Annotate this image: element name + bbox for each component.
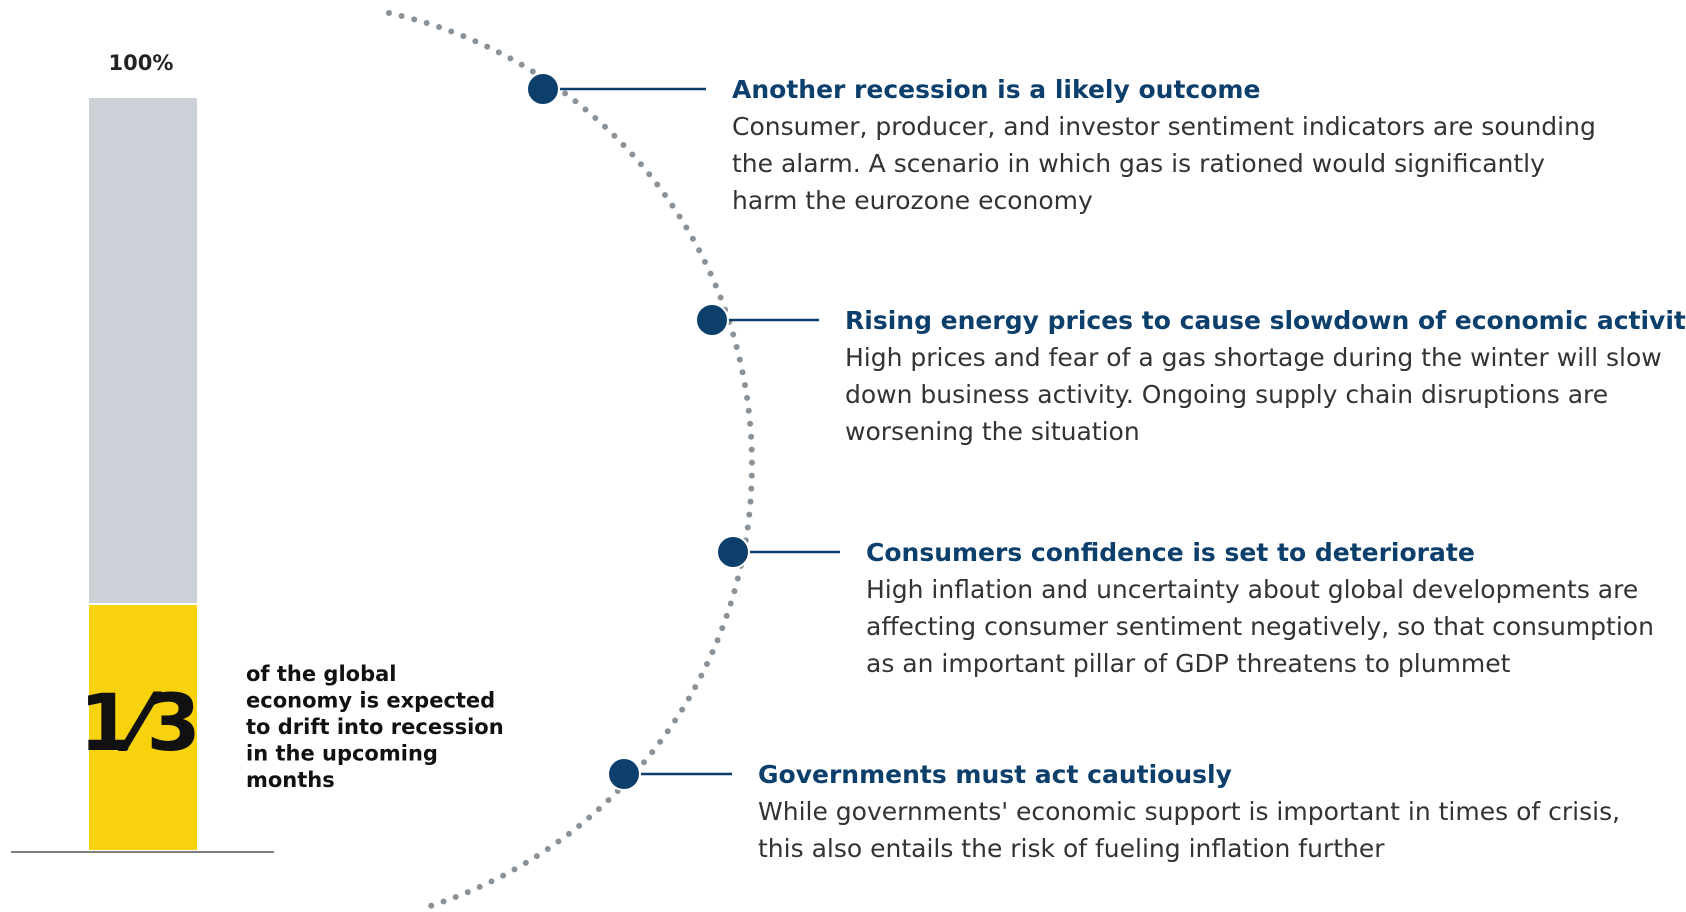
description-line: to drift into recession: [246, 715, 504, 739]
node: [716, 535, 750, 569]
node: [526, 72, 560, 106]
fraction: 1⁄3: [79, 679, 201, 769]
item-title: Another recession is a likely outcome: [732, 75, 1260, 104]
item-body-line: affecting consumer sentiment negatively,…: [866, 612, 1654, 641]
node: [695, 303, 729, 337]
description-line: economy is expected: [246, 689, 495, 713]
total-bar: [89, 98, 197, 603]
item-body-line: as an important pillar of GDP threatens …: [866, 649, 1511, 678]
item-title: Rising energy prices to cause slowdown o…: [845, 306, 1686, 335]
item-title: Consumers confidence is set to deteriora…: [866, 538, 1475, 567]
description-line: in the upcoming: [246, 742, 438, 766]
item-body-line: While governments' economic support is i…: [758, 797, 1620, 826]
node: [607, 757, 641, 791]
item-body-line: Consumer, producer, and investor sentime…: [732, 112, 1596, 141]
item-body-line: this also entails the risk of fueling in…: [758, 834, 1385, 863]
description-line: of the global: [246, 662, 396, 686]
item-body-line: harm the eurozone economy: [732, 186, 1093, 215]
item-body-line: the alarm. A scenario in which gas is ra…: [732, 149, 1545, 178]
item-body-line: down business activity. Ongoing supply c…: [845, 380, 1608, 409]
share-bar: [89, 605, 197, 850]
item-body-line: worsening the situation: [845, 417, 1140, 446]
description-line: months: [246, 768, 335, 792]
item-body-line: High inflation and uncertainty about glo…: [866, 575, 1638, 604]
item-title: Governments must act cautiously: [758, 760, 1232, 789]
item-body-line: High prices and fear of a gas shortage d…: [845, 343, 1662, 372]
top-label: 100%: [109, 51, 174, 75]
